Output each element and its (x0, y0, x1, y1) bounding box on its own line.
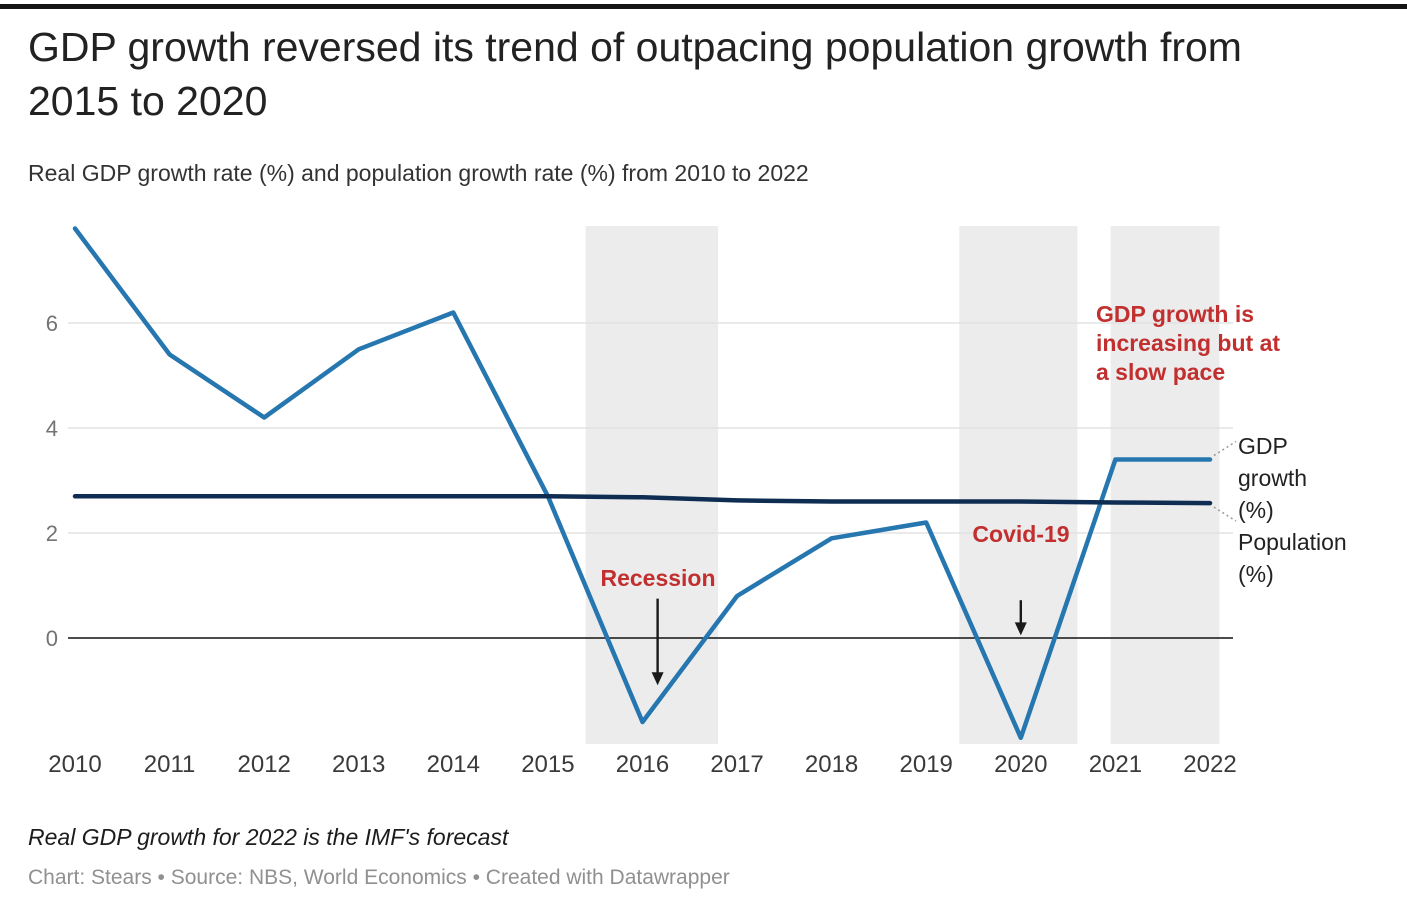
x-tick-label: 2011 (144, 751, 196, 778)
series-label-population: Population (%) (1238, 529, 1347, 587)
gdp-label-connector (1213, 440, 1237, 457)
x-tick-label: 2018 (805, 751, 858, 778)
annotation-recession: Recession (600, 565, 716, 591)
chart-footnote: Real GDP growth for 2022 is the IMF's fo… (28, 824, 509, 850)
top-border (0, 4, 1407, 9)
x-tick-label: 2014 (427, 751, 480, 778)
x-tick-label: 2013 (332, 751, 385, 778)
population-label-connector (1213, 506, 1237, 522)
x-tick-label: 2020 (994, 751, 1047, 778)
shaded-band (585, 226, 719, 744)
chart-subtitle: Real GDP growth rate (%) and population … (28, 160, 809, 186)
y-tick-label: 4 (46, 416, 58, 441)
x-tick-label: 2021 (1089, 751, 1142, 778)
shaded-band (1110, 226, 1220, 744)
y-tick-label: 0 (46, 626, 58, 651)
x-tick-label: 2017 (710, 751, 763, 778)
chart-area: 0 2 4 6 2010 2011 2012 2013 2014 2015 2016 2017 2018… (28, 212, 1398, 792)
x-tick-label: 2015 (521, 751, 574, 778)
y-tick-label: 2 (46, 521, 58, 546)
annotation-slow-pace: GDP growth is increasing but at a slow p… (1096, 301, 1281, 385)
series-line-population (72, 494, 1213, 506)
line-chart-svg: 0 2 4 6 2010 2011 2012 2013 2014 2015 2016 2017 2018… (46, 226, 1237, 778)
x-tick-label: 2019 (900, 751, 953, 778)
x-tick-label: 2012 (238, 751, 291, 778)
chart-byline: Chart: Stears • Source: NBS, World Econo… (28, 866, 730, 889)
annotation-covid19: Covid-19 (972, 521, 1070, 547)
series-label-gdp-growth: GDP growth (%) (1238, 433, 1308, 523)
x-tick-label: 2022 (1183, 751, 1236, 778)
x-tick-label: 2016 (616, 751, 669, 778)
series-line-gdp-growth (72, 226, 1213, 741)
y-tick-label: 6 (46, 311, 58, 336)
x-tick-label: 2010 (48, 751, 101, 778)
annotation-arrowhead (651, 672, 664, 686)
chart-title: GDP growth reversed its trend of outpaci… (28, 24, 1242, 125)
shaded-band (959, 226, 1078, 744)
annotation-arrowhead (1014, 622, 1027, 636)
